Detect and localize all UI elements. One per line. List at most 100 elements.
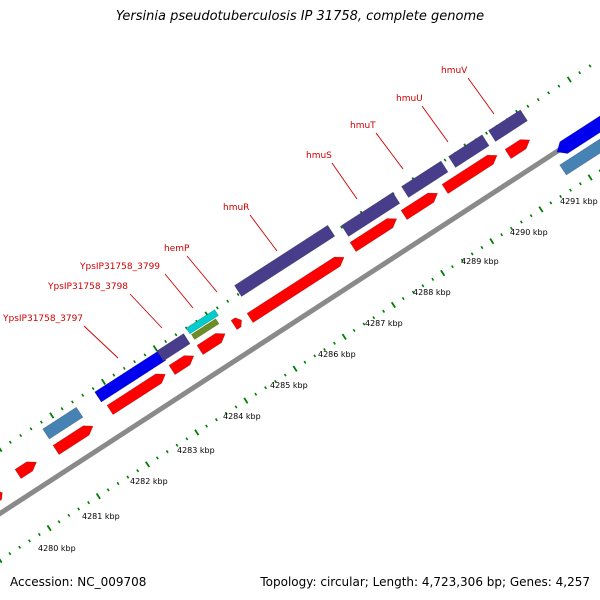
outer-dot-track-mark — [0, 447, 3, 453]
inner-dot-track-mark — [549, 201, 553, 205]
cds-arrow-10 — [400, 192, 439, 221]
leader-line-hmus — [331, 162, 358, 200]
tick-label-5: 4284 kbp — [223, 412, 261, 421]
cds-arrow-4 — [106, 373, 166, 416]
inner-dot-track-mark — [362, 322, 366, 326]
inner-dot-track-mark — [136, 469, 140, 473]
outer-dot-track-mark — [164, 339, 168, 344]
tick-label-10: 4289 kbp — [461, 257, 499, 266]
inner-dot-track-mark — [569, 188, 572, 192]
inner-dot-track-mark — [431, 277, 435, 282]
cds-arrow-2 — [14, 461, 37, 480]
cds-arrow-3 — [52, 425, 94, 456]
cds-arrow-5 — [168, 355, 195, 376]
outer-dot-track-mark — [340, 225, 343, 229]
outer-dot-track-mark — [588, 64, 592, 68]
inner-dot-track-mark — [165, 449, 169, 454]
outer-dot-track-mark — [81, 393, 85, 397]
inner-dot-track-mark — [145, 461, 151, 468]
cds-arrow-1 — [0, 491, 3, 502]
inner-dot-track-mark — [292, 365, 298, 372]
inner-dot-track-mark — [28, 539, 31, 543]
inner-dot-track-mark — [106, 488, 110, 492]
steelblue-feature-1 — [42, 406, 84, 440]
inner-dot-track-mark — [529, 214, 533, 218]
tick-label-9: 4288 kbp — [413, 288, 451, 297]
genome-backbone — [0, 120, 600, 517]
inner-dot-track-mark — [421, 284, 425, 288]
inner-dot-track-mark — [77, 507, 81, 511]
inner-dot-track-mark — [500, 233, 504, 237]
gene-label-hemp: hemP — [164, 244, 190, 254]
outer-dot-track-mark — [122, 366, 126, 370]
gene-label-hmuu: hmuU — [396, 94, 423, 104]
outer-dot-track-mark — [536, 97, 540, 102]
outer-dot-track-mark — [60, 407, 64, 411]
tick-label-1: 4280 kbp — [38, 544, 76, 553]
inner-dot-track-mark — [352, 328, 356, 333]
inner-dot-track-mark — [274, 379, 277, 384]
feature-track — [0, 109, 600, 502]
leader-line-ypsip31758-3797 — [83, 325, 119, 359]
inner-dot-track-mark — [390, 301, 396, 309]
slateblue-feature-hmur — [234, 224, 336, 297]
cyan-feature-ypsip31758-3799 — [185, 309, 219, 335]
inner-dot-track-mark — [323, 347, 326, 352]
slateblue-feature-hmuu — [448, 134, 490, 168]
outer-dot-track-mark — [566, 76, 572, 83]
inner-dot-track-mark — [264, 386, 267, 390]
olive-feature-hemp — [190, 318, 220, 340]
inner-dot-track-mark — [8, 551, 12, 556]
inner-dot-track-mark — [538, 206, 544, 213]
leader-line-ypsip31758-3799 — [164, 273, 194, 309]
inner-dot-track-mark — [243, 397, 249, 404]
gene-label-hmus: hmuS — [306, 151, 332, 161]
outer-dot-track-mark — [29, 427, 33, 431]
inner-dot-track-mark — [578, 182, 582, 186]
gene-label-ypsip31758-3798: YpsIP31758_3798 — [47, 282, 128, 292]
blue-feature-right — [556, 115, 600, 154]
slateblue-feature-ypsip31758-3798 — [156, 333, 191, 362]
genome-summary-text: Topology: circular; Length: 4,723,306 bp… — [260, 575, 590, 589]
leader-line-hemp — [186, 255, 218, 293]
position-dot-tracks — [0, 64, 600, 564]
inner-dot-track-mark — [510, 226, 513, 231]
inner-dot-track-mark — [440, 269, 446, 277]
tick-label-3: 4282 kbp — [130, 477, 168, 486]
outer-dot-track-mark — [236, 292, 240, 297]
inner-dot-track-mark — [559, 194, 563, 199]
inner-dot-track-mark — [116, 481, 120, 486]
inner-dot-track-mark — [234, 405, 238, 409]
inner-dot-track-mark — [587, 174, 593, 181]
inner-dot-track-mark — [382, 309, 386, 313]
accession-text: Accession: NC_009708 — [10, 575, 147, 589]
inner-dot-track-mark — [341, 333, 347, 340]
inner-dot-track-mark — [214, 418, 218, 422]
outer-dot-track-mark — [526, 104, 530, 108]
inner-dot-track-mark — [451, 265, 454, 269]
inner-dot-track-mark — [401, 296, 405, 301]
outer-dot-track-mark — [485, 131, 488, 135]
tick-label-2: 4281 kbp — [82, 512, 120, 521]
tick-label-4: 4283 kbp — [177, 446, 215, 455]
outer-dot-track-mark — [152, 345, 158, 352]
inner-dot-track-mark — [480, 245, 484, 250]
gene-label-ypsip31758-3797: YpsIP31758_3797 — [2, 314, 83, 324]
inner-dot-track-mark — [95, 493, 101, 500]
tick-label-11: 4290 kbp — [510, 228, 548, 237]
tick-label-7: 4286 kbp — [318, 350, 356, 359]
label-leader-lines — [83, 77, 495, 359]
leader-line-hmut — [375, 132, 404, 170]
inner-dot-track-mark — [175, 443, 179, 447]
outer-dot-track-mark — [557, 84, 561, 88]
inner-dot-track-mark — [598, 169, 600, 173]
cds-arrow-8 — [246, 256, 345, 324]
inner-dot-track-mark — [519, 220, 523, 224]
position-tick-labels: 4280 kbp 4281 kbp 4282 kbp 4283 kbp 4284 kbp… — [38, 197, 598, 553]
inner-dot-track-mark — [194, 429, 200, 436]
gene-labels: YpsIP31758_3797 YpsIP31758_3798 YpsIP31758… — [2, 66, 468, 324]
gene-label-hmur: hmuR — [223, 203, 249, 213]
gene-label-hmuv: hmuV — [441, 66, 468, 76]
tick-label-12: 4291 kbp — [560, 197, 598, 206]
